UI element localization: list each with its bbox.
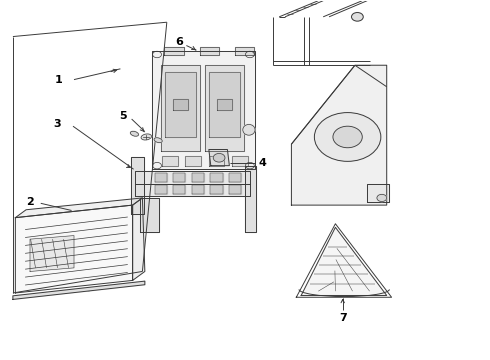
Polygon shape (192, 173, 204, 182)
Polygon shape (232, 156, 248, 166)
Circle shape (213, 153, 225, 162)
Polygon shape (209, 72, 240, 137)
Ellipse shape (243, 125, 255, 135)
Polygon shape (205, 65, 244, 151)
Polygon shape (131, 157, 144, 214)
Polygon shape (292, 65, 387, 205)
Text: Oldsmobile: Oldsmobile (67, 289, 91, 293)
Polygon shape (173, 185, 185, 194)
Polygon shape (173, 173, 185, 182)
Text: 2: 2 (26, 197, 34, 207)
Circle shape (315, 113, 381, 161)
Text: 3: 3 (53, 120, 61, 129)
Polygon shape (210, 185, 222, 194)
Polygon shape (229, 185, 241, 194)
Polygon shape (140, 198, 159, 232)
Polygon shape (162, 156, 177, 166)
Circle shape (377, 194, 387, 202)
Polygon shape (164, 47, 184, 55)
Polygon shape (15, 198, 143, 218)
Polygon shape (13, 281, 145, 300)
Circle shape (333, 126, 362, 148)
Polygon shape (165, 72, 196, 137)
Text: 1: 1 (54, 75, 62, 85)
Polygon shape (209, 156, 224, 166)
Text: 5: 5 (119, 111, 126, 121)
Polygon shape (245, 166, 256, 232)
Polygon shape (152, 51, 255, 169)
Polygon shape (367, 184, 389, 202)
Polygon shape (161, 65, 200, 151)
Polygon shape (217, 99, 232, 110)
Polygon shape (30, 235, 74, 271)
Polygon shape (155, 173, 167, 182)
Text: 4: 4 (258, 158, 266, 168)
Polygon shape (210, 173, 222, 182)
Polygon shape (15, 205, 133, 293)
Polygon shape (301, 227, 387, 296)
Polygon shape (209, 149, 229, 166)
Polygon shape (192, 185, 204, 194)
Polygon shape (229, 173, 241, 182)
Text: 7: 7 (339, 313, 346, 323)
Polygon shape (133, 198, 145, 280)
Polygon shape (155, 185, 167, 194)
Circle shape (351, 13, 363, 21)
Polygon shape (199, 47, 219, 55)
Polygon shape (135, 171, 250, 184)
Text: 6: 6 (175, 37, 183, 47)
Polygon shape (135, 184, 250, 196)
Ellipse shape (130, 131, 139, 136)
Polygon shape (173, 99, 188, 110)
Polygon shape (185, 156, 201, 166)
Polygon shape (235, 47, 254, 55)
Ellipse shape (141, 134, 151, 140)
Ellipse shape (154, 138, 162, 143)
